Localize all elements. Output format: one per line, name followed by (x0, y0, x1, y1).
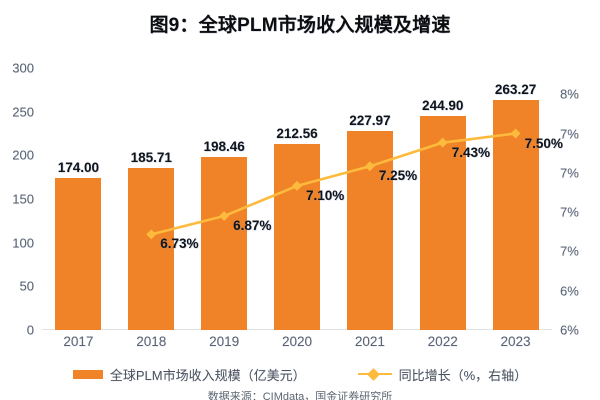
y-axis-right-tick: 7% (560, 126, 579, 141)
y-axis-right-tick: 7% (560, 243, 579, 259)
y-axis-right-tick: 6% (560, 322, 579, 338)
y-axis-left-tick: 100 (12, 235, 34, 251)
x-axis-tick-2017: 2017 (63, 334, 94, 349)
x-axis-tick-2019: 2019 (209, 334, 240, 349)
bar-value-label: 185.71 (130, 149, 172, 165)
y-axis-left-tick: 300 (12, 60, 34, 76)
chart-legend: 全球PLM市场收入规模（亿美元） 同比增长（%，右轴） (0, 362, 600, 386)
x-axis-tick-2022: 2022 (427, 334, 458, 349)
growth-value-label: 7.50% (524, 135, 563, 151)
x-axis-tick-2021: 2021 (354, 334, 385, 349)
y-axis-left-tick: 150 (12, 191, 34, 207)
y-axis-right-tick: 7% (560, 165, 579, 181)
x-axis-tick-2020: 2020 (281, 334, 312, 349)
source-note: 数据来源：CIMdata，国金证券研究所 (207, 391, 393, 400)
x-axis: 2017 2018 2019 2020 2021 2022 2023 (42, 334, 552, 356)
bar-slot: 227.97 (333, 68, 406, 330)
bar-value-label: 212.56 (276, 126, 318, 142)
bar-slot: 263.27 (479, 68, 552, 330)
revenue-bar[interactable] (201, 156, 248, 330)
bar-value-label: 244.90 (422, 98, 464, 114)
y-axis-right-tick: 6% (560, 283, 579, 299)
plot-area: 174.00 185.71 198.46 212.56 227.97 244.90 263.… (42, 68, 563, 330)
line-diamond-swatch-icon (357, 369, 392, 380)
y-axis-right: 6% 6% 7% 7% 7% 7% 8% (560, 68, 600, 338)
legend-label-line: 同比增长（%，右轴） (398, 367, 528, 383)
y-axis-left: 0 50 100 150 200 250 300 (0, 61, 34, 338)
revenue-bar[interactable] (346, 130, 393, 330)
growth-value-label: 7.43% (451, 144, 490, 160)
bar-value-label: 227.97 (349, 112, 391, 128)
growth-value-label: 6.87% (233, 218, 272, 234)
growth-value-label: 7.25% (378, 168, 418, 184)
revenue-bar[interactable] (273, 144, 320, 330)
legend-item-bar[interactable]: 全球PLM市场收入规模（亿美元） (72, 365, 306, 384)
x-axis-tick-2018: 2018 (136, 334, 167, 349)
bar-value-label: 174.00 (57, 160, 100, 176)
bar-slot: 174.00 (42, 68, 115, 330)
page-title: 图9：全球PLM市场收入规模及增速 (149, 15, 451, 36)
bar-slot: 185.71 (115, 68, 188, 330)
bar-slot: 244.90 (406, 68, 479, 330)
bar-slot: 198.46 (188, 68, 261, 330)
bar-value-label: 198.46 (203, 138, 245, 154)
y-axis-left-tick: 50 (19, 278, 34, 294)
bar-value-label: 263.27 (494, 82, 537, 98)
bar-swatch-icon (72, 369, 103, 379)
growth-value-label: 6.73% (160, 236, 199, 252)
y-axis-right-tick: 7% (560, 204, 579, 220)
legend-label-bar: 全球PLM市场收入规模（亿美元） (109, 367, 306, 383)
revenue-bar[interactable] (55, 178, 102, 330)
y-axis-right-tick: 8% (560, 86, 579, 102)
y-axis-left-tick: 250 (12, 104, 34, 120)
y-axis-left-tick: 200 (12, 147, 34, 163)
y-axis-left-tick: 0 (26, 322, 34, 338)
x-axis-tick-2023: 2023 (500, 334, 531, 349)
legend-item-line[interactable]: 同比增长（%，右轴） (357, 365, 528, 384)
growth-value-label: 7.10% (306, 187, 345, 203)
